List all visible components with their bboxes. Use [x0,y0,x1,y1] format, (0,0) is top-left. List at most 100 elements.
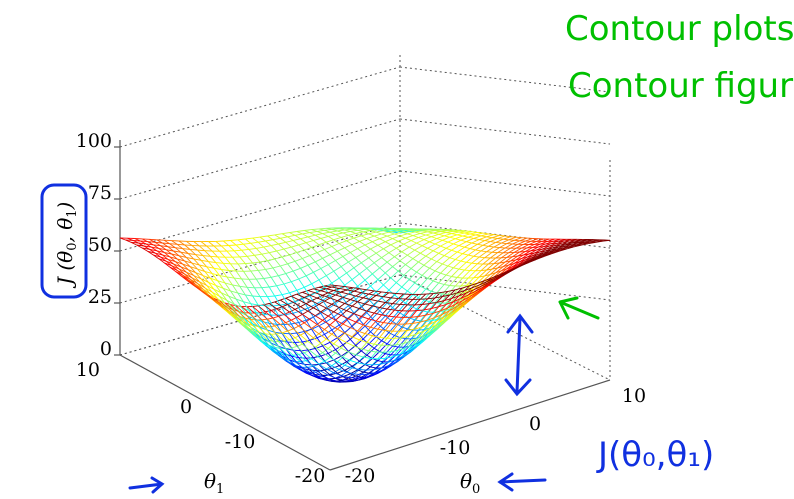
mesh-line-theta0 [322,231,331,235]
mesh-line-theta1 [291,293,297,297]
mesh-line-theta1 [338,332,346,339]
mesh-line-theta1 [381,340,388,345]
mesh-line-theta0 [350,285,358,293]
mesh-line-theta0 [306,357,314,359]
mesh-line-theta1 [329,342,336,350]
mesh-line-theta0 [595,240,603,243]
mesh-line-theta1 [340,371,347,376]
mesh-line-theta1 [355,257,362,264]
mesh-line-theta1 [355,232,362,237]
mesh-line-theta1 [360,305,368,313]
mesh-line-theta0 [261,320,270,324]
mesh-line-theta1 [241,307,248,316]
mesh-line-theta0 [521,261,530,266]
mesh-line-theta0 [322,254,331,259]
mesh-line-theta1 [390,277,397,283]
mesh-line-theta1 [408,279,415,284]
mesh-line-theta0 [333,236,342,241]
mesh-line-theta0 [504,243,513,249]
mesh-line-theta1 [219,296,226,304]
mesh-line-theta1 [340,266,347,274]
mesh-line-theta1 [230,263,237,272]
mesh-line-theta0 [346,310,355,315]
mesh-line-theta1 [425,255,432,260]
mesh-line-theta1 [361,235,368,240]
mesh-line-theta1 [425,327,432,335]
mesh-line-theta1 [431,258,437,263]
mesh-line-theta0 [302,343,310,351]
z-tick-label: 100 [76,130,112,152]
mesh-line-theta0 [173,263,181,268]
mesh-line-theta1 [418,329,424,331]
mesh-line-theta1 [392,345,399,348]
mesh-line-theta1 [184,244,191,250]
mesh-line-theta1 [436,261,443,265]
mesh-line-theta0 [454,277,463,287]
mesh-line-theta1 [353,288,360,292]
mesh-line-theta0 [443,249,452,256]
mesh-line-theta1 [315,234,322,239]
mesh-line-theta0 [434,313,443,318]
mesh-line-theta1 [232,284,239,294]
mesh-line-theta1 [335,347,342,354]
mesh-line-theta0 [521,253,530,259]
mesh-line-theta1 [278,243,285,250]
mesh-line-theta0 [204,270,213,274]
mesh-line-theta0 [374,367,382,371]
mesh-line-theta1 [456,298,463,302]
mesh-line-theta1 [394,335,401,339]
mesh-line-theta0 [250,303,259,306]
mesh-line-theta1 [342,376,349,380]
mesh-line-theta1 [460,239,467,243]
mesh-line-theta0 [394,251,403,258]
mesh-line-theta0 [560,242,568,246]
mesh-line-theta1 [265,335,272,344]
mesh-line-theta1 [370,366,377,369]
mesh-line-theta1 [468,236,474,239]
mesh-line-theta0 [320,290,329,294]
mesh-line-theta1 [241,278,248,288]
mesh-line-theta1 [458,291,465,295]
mesh-line-theta0 [184,260,192,264]
mesh-line-theta1 [399,298,406,304]
mesh-line-theta0 [438,274,447,284]
mesh-line-theta1 [434,270,441,274]
mesh-line-theta1 [226,250,233,258]
theta1-tick-label: -10 [225,431,256,453]
mesh-line-theta0 [543,243,552,248]
mesh-line-theta0 [263,326,272,335]
mesh-line-theta1 [438,300,445,308]
mesh-line-theta0 [324,360,333,367]
mesh-line-theta0 [311,358,320,365]
mesh-line-theta0 [407,249,415,256]
mesh-line-theta1 [304,230,310,234]
mesh-line-theta0 [396,356,404,363]
mesh-line-theta1 [191,245,198,251]
mesh-line-theta0 [377,353,386,362]
mesh-line-theta0 [451,245,460,251]
mesh-line-theta1 [326,241,333,247]
mesh-line-theta0 [368,231,377,235]
mesh-line-theta0 [412,252,421,259]
mesh-line-theta1 [235,298,242,308]
z-gridline-left [119,118,401,200]
mesh-line-theta0 [200,278,209,283]
mesh-line-theta1 [366,335,373,343]
mesh-line-theta1 [246,287,253,297]
mesh-line-theta1 [392,266,399,272]
mesh-line-theta0 [210,277,218,282]
mesh-line-theta0 [368,291,377,300]
mesh-line-theta0 [360,343,370,352]
mesh-line-theta1 [296,252,303,259]
mesh-line-theta0 [309,337,318,341]
mesh-line-theta0 [305,360,314,367]
mesh-line-theta1 [302,233,309,238]
mesh-line-theta0 [416,330,425,335]
mesh-line-theta1 [418,261,425,266]
mesh-line-theta1 [232,256,239,265]
mesh-line-theta0 [287,354,296,362]
mesh-line-theta1 [368,233,375,237]
mesh-line-theta0 [374,312,382,316]
mesh-line-theta0 [501,239,509,244]
mesh-line-theta1 [294,261,301,269]
